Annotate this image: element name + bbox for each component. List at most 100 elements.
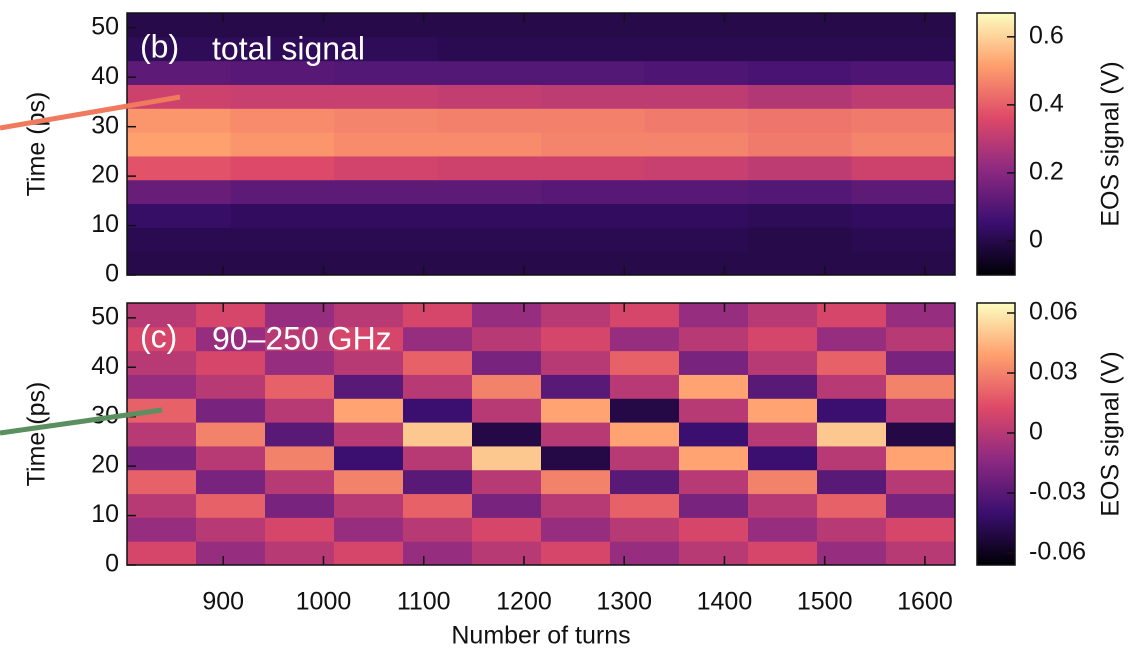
heatmap-cell xyxy=(541,84,645,109)
heatmap-cell xyxy=(748,541,818,565)
heatmap-cell xyxy=(817,398,887,423)
heatmap-cell xyxy=(472,374,542,399)
heatmap-cell xyxy=(817,541,887,565)
heatmap-cell xyxy=(334,108,438,133)
y-tick-label: 40 xyxy=(91,352,119,380)
heatmap-cell xyxy=(437,251,542,275)
heatmap-cell xyxy=(472,422,542,447)
colorbar xyxy=(976,302,1016,566)
heatmap-cell xyxy=(196,374,266,399)
heatmap-cell xyxy=(886,374,955,399)
heatmap-cell xyxy=(610,445,680,471)
heatmap-cell xyxy=(541,132,645,157)
heatmap-cell xyxy=(610,350,680,375)
heatmap-cell xyxy=(541,398,611,423)
heatmap-cell xyxy=(265,422,335,447)
heatmap-cell xyxy=(230,203,335,228)
heatmap-cell xyxy=(265,398,335,423)
heatmap-cell xyxy=(437,203,542,228)
heatmap-cell xyxy=(748,251,852,275)
y-tick-label: 50 xyxy=(91,12,119,40)
heatmap-cell xyxy=(196,517,266,542)
heatmap-cell xyxy=(265,541,335,565)
heatmap-cell xyxy=(679,493,749,518)
heatmap-cell xyxy=(541,303,611,328)
heatmap-cell xyxy=(437,108,542,133)
heatmap-cell xyxy=(610,374,680,399)
x-axis-label: Number of turns xyxy=(451,622,630,650)
heatmap xyxy=(127,303,955,565)
y-axis-label: Time (ps) xyxy=(23,382,51,487)
heatmap-cell xyxy=(679,374,749,399)
heatmap-cell xyxy=(817,374,887,399)
heatmap-cell xyxy=(472,517,542,542)
heatmap-cell xyxy=(817,350,887,375)
heatmap-cell xyxy=(196,398,266,423)
heatmap-cell xyxy=(851,203,955,228)
heatmap-cell xyxy=(748,350,818,375)
heatmap-cell xyxy=(334,84,438,109)
x-tick-label: 1300 xyxy=(596,588,652,616)
heatmap-cell xyxy=(851,251,955,275)
heatmap-cell xyxy=(403,398,473,423)
heatmap-cell xyxy=(196,469,266,495)
heatmap-cell xyxy=(127,326,197,352)
y-axis-label: Time (ps) xyxy=(23,92,51,197)
heatmap-cell xyxy=(644,36,749,62)
heatmap-cell xyxy=(334,398,404,423)
heatmap-cell xyxy=(403,326,473,352)
x-tick-label: 1100 xyxy=(397,588,451,616)
colorbar-tick-label: -0.06 xyxy=(1029,538,1086,566)
heatmap-cell xyxy=(679,445,749,471)
heatmap-cell xyxy=(817,445,887,471)
heatmap-cell xyxy=(230,251,335,275)
heatmap-cell xyxy=(127,60,231,85)
heatmap-cell xyxy=(644,108,749,133)
x-tick-label: 1500 xyxy=(797,588,853,616)
heatmap-cell xyxy=(265,493,335,518)
heatmap-cell xyxy=(541,155,645,181)
heatmap-cell xyxy=(334,227,438,252)
x-tick-label: 1400 xyxy=(697,588,753,616)
heatmap-cell xyxy=(334,132,438,157)
heatmap-cell xyxy=(886,326,955,352)
y-tick-label: 20 xyxy=(91,161,119,189)
heatmap-cell xyxy=(541,469,611,495)
plot-frame xyxy=(126,12,956,276)
heatmap-cell xyxy=(541,203,645,228)
x-tick-label: 1000 xyxy=(296,588,352,616)
heatmap-cell xyxy=(196,303,266,328)
heatmap-cell xyxy=(679,541,749,565)
heatmap-cell xyxy=(472,326,542,352)
overlay-line xyxy=(0,94,181,131)
heatmap-cell xyxy=(334,303,404,328)
heatmap-cell xyxy=(403,493,473,518)
heatmap-cell xyxy=(437,60,542,85)
heatmap-cell xyxy=(230,227,335,252)
heatmap-cell xyxy=(851,155,955,181)
heatmap-cell xyxy=(817,469,887,495)
heatmap-cell xyxy=(127,493,197,518)
heatmap-cell xyxy=(127,350,197,375)
heatmap-cell xyxy=(851,13,955,38)
heatmap-cell xyxy=(679,350,749,375)
heatmap-cell xyxy=(541,374,611,399)
heatmap-cell xyxy=(127,517,197,542)
colorbar-tick-label: 0.4 xyxy=(1029,89,1064,117)
heatmap-cell xyxy=(748,155,852,181)
heatmap-cell xyxy=(541,517,611,542)
heatmap-cell xyxy=(403,374,473,399)
heatmap-cell xyxy=(748,374,818,399)
heatmap-cell xyxy=(472,469,542,495)
heatmap-cell xyxy=(265,445,335,471)
heatmap-cell xyxy=(127,303,197,328)
heatmap-cell xyxy=(127,227,231,252)
heatmap-cell xyxy=(541,422,611,447)
heatmap-cell xyxy=(127,422,197,447)
y-tick-label: 0 xyxy=(105,260,119,288)
heatmap xyxy=(127,13,955,275)
heatmap-cell xyxy=(403,517,473,542)
heatmap-cell xyxy=(437,155,542,181)
heatmap-cell xyxy=(127,203,231,228)
heatmap-cell xyxy=(472,445,542,471)
